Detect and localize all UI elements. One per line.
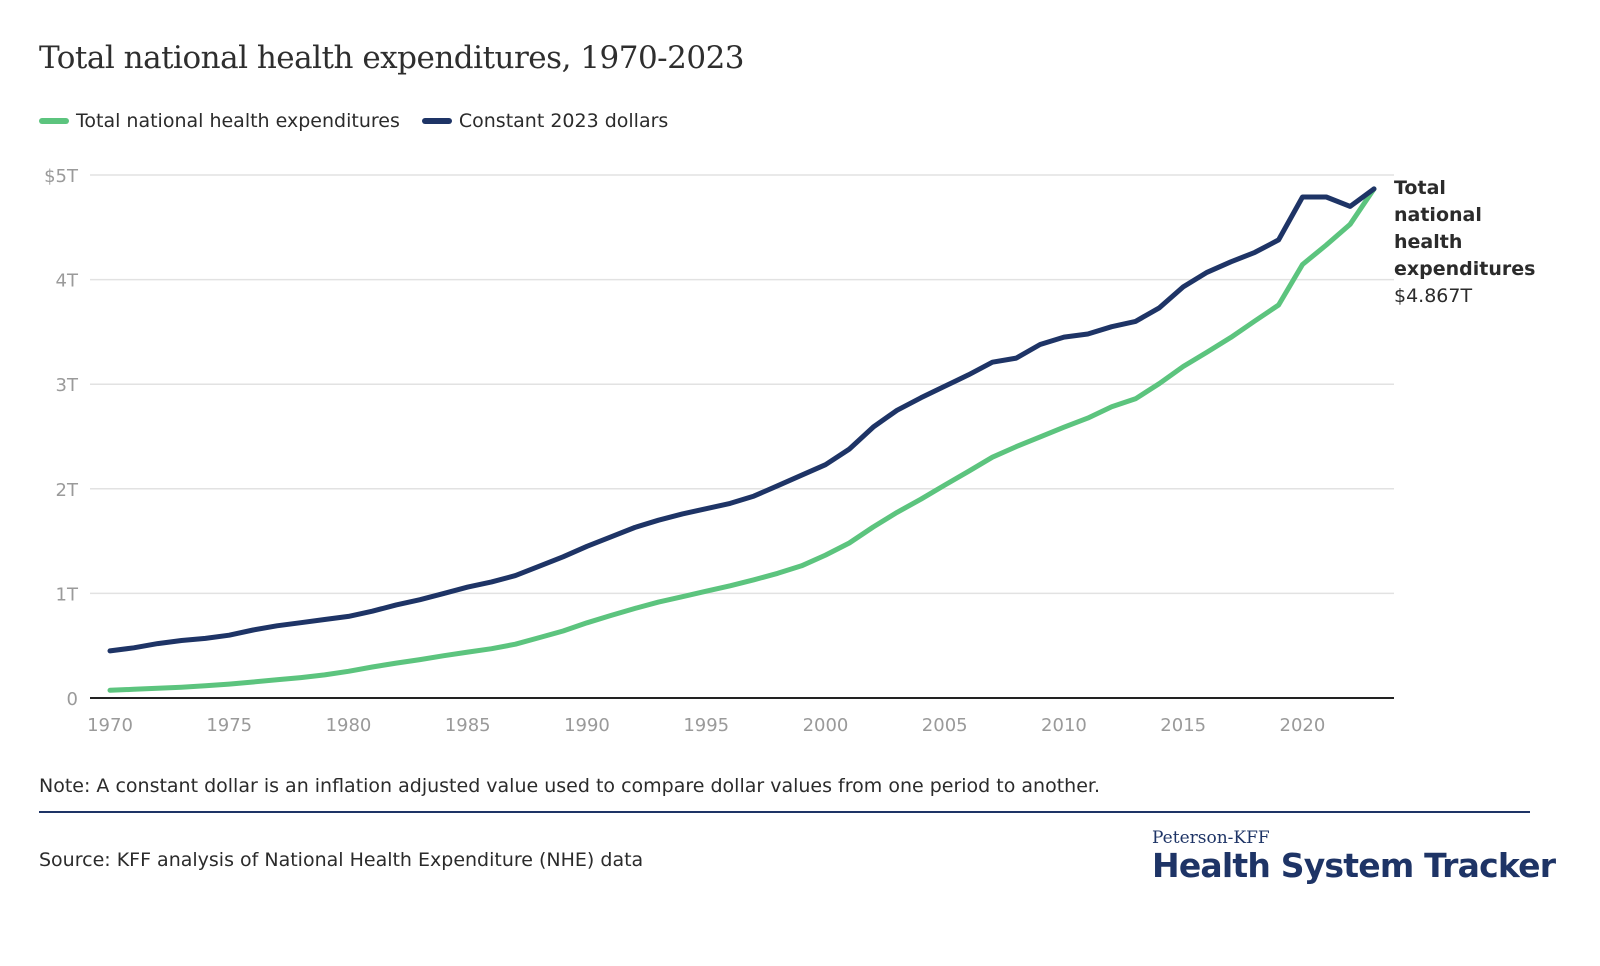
end-annotation-value: $4.867T [1394, 285, 1473, 307]
x-tick-label: 1995 [683, 715, 729, 736]
line-chart: 0 1T 2T 3T 4T $5T 1970 1975 1980 1985 1990 1995 200… [44, 166, 1394, 736]
end-annotation-title: Total national health expenditures [1394, 177, 1536, 280]
brand-logo: Peterson-KFF Health System Tracker [1152, 828, 1556, 885]
x-tick-label: 2000 [803, 715, 849, 736]
x-tick-label: 1990 [564, 715, 610, 736]
chart-legend: Total national health expenditures Const… [39, 110, 690, 132]
legend-item-total: Total national health expenditures [39, 110, 400, 132]
y-tick-label: 1T [56, 584, 79, 605]
x-tick-label: 1970 [87, 715, 133, 736]
y-tick-label: 3T [56, 375, 79, 396]
x-tick-label: 2005 [922, 715, 968, 736]
x-tick-label: 2010 [1041, 715, 1087, 736]
end-annotation: Total national health expenditures $4.86… [1394, 175, 1536, 310]
chart-title: Total national health expenditures, 1970… [39, 40, 745, 76]
x-tick-label: 1985 [445, 715, 491, 736]
legend-item-constant: Constant 2023 dollars [421, 110, 669, 132]
divider [39, 811, 1530, 813]
legend-label-constant: Constant 2023 dollars [458, 110, 669, 132]
y-axis-ticks: 0 1T 2T 3T 4T $5T [44, 166, 79, 710]
chart-source: Source: KFF analysis of National Health … [39, 849, 644, 871]
legend-swatch-total [39, 118, 69, 124]
series-line-constant-dollars [107, 186, 1377, 654]
legend-label-total: Total national health expenditures [76, 110, 400, 132]
x-tick-label: 1980 [326, 715, 372, 736]
x-tick-label: 2020 [1280, 715, 1326, 736]
legend-swatch-constant [421, 118, 452, 124]
gridlines [90, 174, 1394, 595]
y-tick-label: 4T [56, 271, 79, 292]
x-axis-ticks: 1970 1975 1980 1985 1990 1995 2000 2005 2010 2015… [87, 715, 1325, 736]
y-tick-label: 2T [56, 480, 79, 501]
x-tick-label: 2015 [1160, 715, 1206, 736]
chart-note: Note: A constant dollar is an inflation … [39, 775, 1100, 797]
logo-top-text: Peterson-KFF [1152, 828, 1270, 848]
series-lines [107, 186, 1377, 693]
y-tick-label: $5T [44, 166, 79, 187]
logo-main-text: Health System Tracker [1152, 846, 1556, 885]
y-tick-label: 0 [67, 689, 78, 710]
series-line-total-nominal [107, 186, 1377, 693]
x-tick-label: 1975 [206, 715, 252, 736]
